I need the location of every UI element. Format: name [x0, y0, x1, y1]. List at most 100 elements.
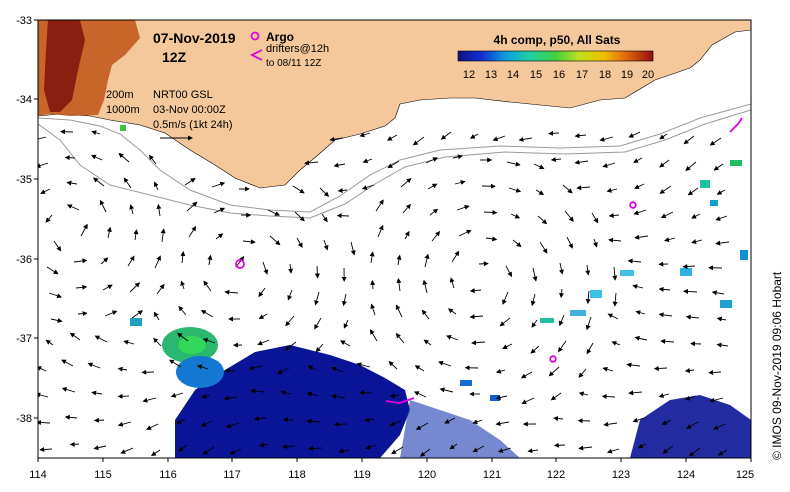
- current-vector-arrow: [691, 213, 701, 219]
- current-vector-arrow: [258, 313, 268, 320]
- x-tick-label: 114: [29, 469, 47, 481]
- current-vector-arrow: [93, 177, 105, 187]
- current-vector-arrow: [402, 203, 411, 214]
- current-vector-arrow: [427, 183, 438, 190]
- current-vector-arrow: [449, 277, 455, 289]
- current-vector-arrow: [456, 204, 470, 211]
- current-vector-arrow: [319, 187, 330, 197]
- current-vector-arrow: [684, 368, 695, 373]
- current-vector-arrow: [46, 266, 59, 275]
- current-vector-arrow: [566, 236, 573, 249]
- argo-float[interactable]: [629, 201, 637, 209]
- current-vector-arrow: [574, 159, 589, 165]
- drifter-track[interactable]: [385, 397, 415, 404]
- current-vector-arrow: [176, 418, 186, 424]
- current-vectors: [38, 129, 730, 457]
- current-vector-arrow: [259, 442, 269, 448]
- current-vector-arrow: [510, 213, 521, 219]
- current-vector-arrow: [100, 257, 109, 265]
- current-vector-arrow: [429, 208, 439, 216]
- current-vector-arrow: [359, 132, 371, 138]
- current-vector-arrow: [176, 332, 189, 342]
- current-vector-arrow: [314, 317, 322, 330]
- current-vector-arrow: [117, 366, 128, 372]
- current-vector-arrow: [370, 303, 376, 316]
- argo-legend-label: Argo: [266, 30, 294, 44]
- current-vector-arrow: [689, 447, 701, 457]
- current-vector-arrow: [118, 152, 130, 163]
- current-vector-arrow: [444, 417, 456, 424]
- current-vector-arrow: [50, 318, 63, 323]
- cold-sst-speckle: [400, 400, 520, 458]
- current-vector-arrow: [497, 447, 512, 453]
- current-vector-arrow: [607, 313, 619, 320]
- current-vector-arrow: [202, 338, 216, 344]
- current-vector-arrow: [306, 391, 319, 397]
- current-vector-arrow: [225, 422, 240, 429]
- current-vector-arrow: [535, 189, 545, 196]
- map-date: 07-Nov-2019: [153, 30, 236, 46]
- eddy-blue: [176, 356, 224, 388]
- current-vector-arrow: [224, 368, 236, 374]
- current-vector-arrow: [682, 264, 696, 270]
- current-vector-arrow: [340, 340, 351, 347]
- current-vector-arrow: [558, 314, 565, 327]
- current-vector-arrow: [508, 187, 522, 193]
- current-vector-arrow: [685, 161, 697, 171]
- current-vector-arrow: [93, 445, 107, 451]
- current-vector-arrow: [87, 362, 101, 369]
- isobath-200-label: 200m: [106, 89, 134, 101]
- current-vector-arrow: [446, 335, 459, 341]
- current-vector-arrow: [586, 342, 594, 355]
- current-vector-arrow: [120, 447, 134, 454]
- current-vector-arrow: [369, 251, 375, 264]
- colorbar-tick: 12: [463, 69, 475, 81]
- y-tick-label: -38: [16, 413, 32, 425]
- current-vector-arrow: [558, 340, 567, 353]
- colorbar-tick: 15: [530, 69, 542, 81]
- drifter-legend-icon: [249, 49, 263, 61]
- current-vector-arrow: [277, 367, 290, 374]
- x-tick-label: 125: [736, 469, 754, 481]
- current-vector-arrow: [314, 291, 320, 306]
- current-vector-arrow: [356, 362, 371, 368]
- current-vector-arrow: [512, 239, 522, 248]
- current-vector-arrow: [45, 339, 54, 346]
- current-vector-arrow: [454, 180, 466, 185]
- current-vector-arrow: [188, 225, 197, 238]
- current-vector-arrow: [602, 366, 614, 372]
- current-vector-arrow: [576, 185, 591, 191]
- current-vector-arrow: [664, 237, 676, 243]
- y-tick-label: -33: [16, 15, 32, 27]
- current-vector-arrow: [425, 157, 439, 164]
- current-vector-arrow: [530, 345, 540, 354]
- current-vector-arrow: [129, 204, 135, 215]
- current-vector-arrow: [658, 286, 671, 292]
- x-tick-label: 118: [288, 469, 306, 481]
- current-vector-arrow: [632, 284, 644, 289]
- current-vector-arrow: [389, 420, 402, 427]
- current-vector-arrow: [99, 199, 107, 213]
- current-vector-arrow: [578, 391, 589, 397]
- current-vector-arrow: [472, 419, 483, 425]
- current-vector-arrow: [413, 391, 427, 398]
- current-vector-arrow: [578, 445, 593, 451]
- product-label: NRT00 GSL: [153, 89, 213, 101]
- argo-float[interactable]: [549, 355, 557, 363]
- current-vector-arrow: [169, 359, 182, 368]
- current-vector-arrow: [574, 133, 587, 139]
- current-vector-arrow: [123, 177, 132, 189]
- current-vector-arrow: [414, 365, 425, 372]
- current-vector-arrow: [213, 207, 226, 214]
- current-vector-arrow: [404, 230, 410, 240]
- current-vector-arrow: [337, 187, 348, 193]
- current-vector-arrow: [38, 420, 51, 426]
- current-vector-arrow: [518, 136, 533, 142]
- drifter-track[interactable]: [729, 117, 743, 133]
- current-vector-arrow: [160, 228, 166, 243]
- current-vector-arrow: [323, 239, 329, 251]
- sst-scatter: [120, 125, 748, 401]
- current-vector-arrow: [449, 443, 458, 450]
- current-vector-arrow: [633, 209, 647, 216]
- argo-float[interactable]: [235, 259, 245, 269]
